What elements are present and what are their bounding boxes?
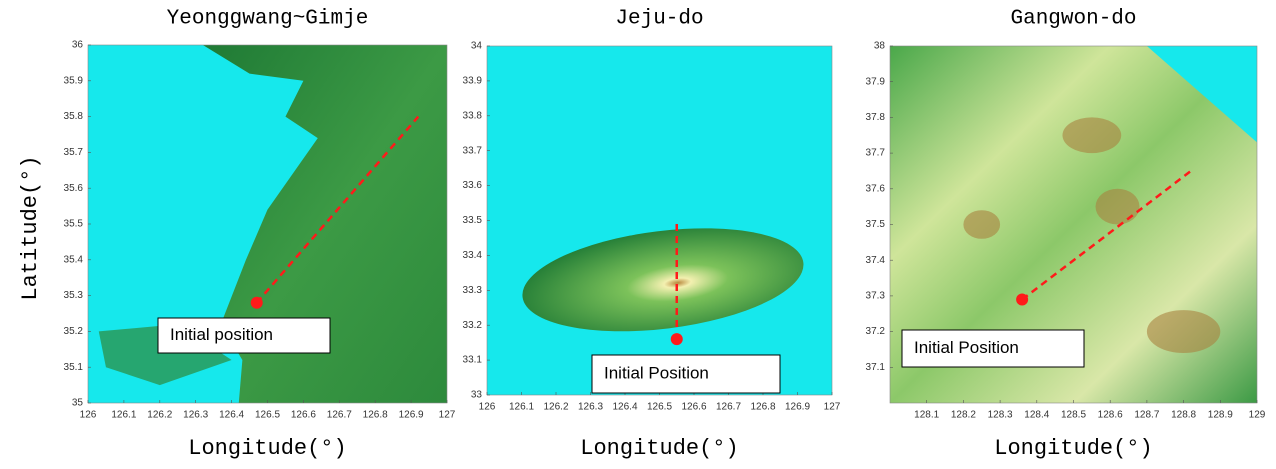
y-tick-label: 37.3	[866, 291, 886, 302]
y-axis-label: Latitude(°)	[18, 155, 43, 300]
x-axis-label: Longitude(°)	[994, 436, 1152, 461]
x-tick-label: 128.7	[1134, 410, 1159, 421]
annotation: Initial Position	[604, 363, 709, 382]
y-tick-label: 33.8	[463, 110, 483, 121]
x-tick-label: 126.1	[509, 402, 534, 413]
annotation: Initial position	[170, 325, 273, 344]
x-tick-label: 126.4	[612, 402, 637, 413]
x-tick-label: 126.6	[291, 410, 316, 421]
x-tick-label: 129	[1249, 410, 1266, 421]
mountain	[963, 210, 1000, 239]
y-tick-label: 35.9	[64, 75, 84, 86]
chart-title: Yeonggwang~Gimje	[167, 8, 369, 31]
sea	[487, 46, 832, 395]
y-tick-label: 35.7	[64, 147, 84, 158]
y-tick-label: 33.6	[463, 180, 483, 191]
x-tick-label: 126.8	[750, 402, 775, 413]
x-tick-label: 126.9	[399, 410, 424, 421]
x-tick-label: 128.1	[914, 410, 939, 421]
x-tick-label: 126.4	[219, 410, 244, 421]
map-image	[487, 46, 832, 395]
mountain	[1096, 189, 1140, 225]
x-tick-label: 128.6	[1098, 410, 1123, 421]
y-tick-label: 33.3	[463, 285, 483, 296]
x-tick-label: 127	[439, 410, 456, 421]
x-tick-label: 126.7	[327, 410, 352, 421]
y-tick-label: 33.1	[463, 355, 483, 366]
annotation: Initial Position	[914, 338, 1019, 357]
y-tick-label: 33.5	[463, 215, 483, 226]
initial-point	[1016, 293, 1028, 305]
y-tick-label: 35.1	[64, 362, 84, 373]
y-tick-label: 36	[72, 40, 84, 51]
x-tick-label: 127	[824, 402, 841, 413]
x-tick-label: 128.8	[1171, 410, 1196, 421]
figure: Yeonggwang~Gimje Longitude(°) Latitude(°) 1…	[0, 0, 1276, 469]
x-tick-label: 128.3	[988, 410, 1013, 421]
chart-title: Jeju-do	[615, 8, 703, 31]
x-axis-label: Longitude(°)	[580, 436, 738, 461]
y-tick-label: 35	[72, 398, 84, 409]
x-tick-label: 126.9	[785, 402, 810, 413]
y-tick-label: 35.3	[64, 290, 84, 301]
y-tick-label: 35.2	[64, 326, 84, 337]
x-tick-label: 126	[80, 410, 97, 421]
x-tick-label: 126.8	[363, 410, 388, 421]
x-tick-label: 126.1	[111, 410, 136, 421]
x-tick-label: 126.3	[578, 402, 603, 413]
y-tick-label: 35.6	[64, 183, 84, 194]
x-tick-label: 128.4	[1024, 410, 1049, 421]
y-tick-label: 37.1	[866, 362, 886, 373]
y-tick-label: 37.5	[866, 219, 886, 230]
mountain	[1147, 310, 1220, 353]
y-tick-label: 37.9	[866, 76, 886, 87]
initial-point	[251, 297, 263, 309]
y-tick-label: 37.2	[866, 326, 886, 337]
y-tick-label: 35.4	[64, 254, 84, 265]
x-axis-label: Longitude(°)	[188, 436, 346, 461]
x-tick-label: 126.2	[147, 410, 172, 421]
x-tick-label: 126.5	[255, 410, 280, 421]
y-tick-label: 33.2	[463, 320, 483, 331]
x-tick-label: 126.3	[183, 410, 208, 421]
x-tick-label: 128.9	[1208, 410, 1233, 421]
x-tick-label: 126	[479, 402, 496, 413]
y-tick-label: 37.6	[866, 183, 886, 194]
y-tick-label: 33	[471, 390, 483, 401]
chart-title: Gangwon-do	[1010, 8, 1136, 31]
x-tick-label: 126.5	[647, 402, 672, 413]
y-tick-label: 37.7	[866, 148, 886, 159]
y-tick-label: 33.7	[463, 145, 483, 156]
y-tick-label: 33.4	[463, 250, 483, 261]
x-tick-label: 126.2	[543, 402, 568, 413]
y-tick-label: 35.8	[64, 111, 84, 122]
y-tick-label: 38	[874, 41, 886, 52]
x-tick-label: 126.7	[716, 402, 741, 413]
y-tick-label: 34	[471, 41, 483, 52]
y-tick-label: 37.4	[866, 255, 886, 266]
x-tick-label: 128.2	[951, 410, 976, 421]
y-tick-label: 33.9	[463, 76, 483, 87]
x-tick-label: 128.5	[1061, 410, 1086, 421]
x-tick-label: 126.6	[681, 402, 706, 413]
y-tick-label: 37.8	[866, 112, 886, 123]
initial-point	[671, 333, 683, 345]
mountain	[1062, 117, 1121, 153]
y-tick-label: 35.5	[64, 219, 84, 230]
